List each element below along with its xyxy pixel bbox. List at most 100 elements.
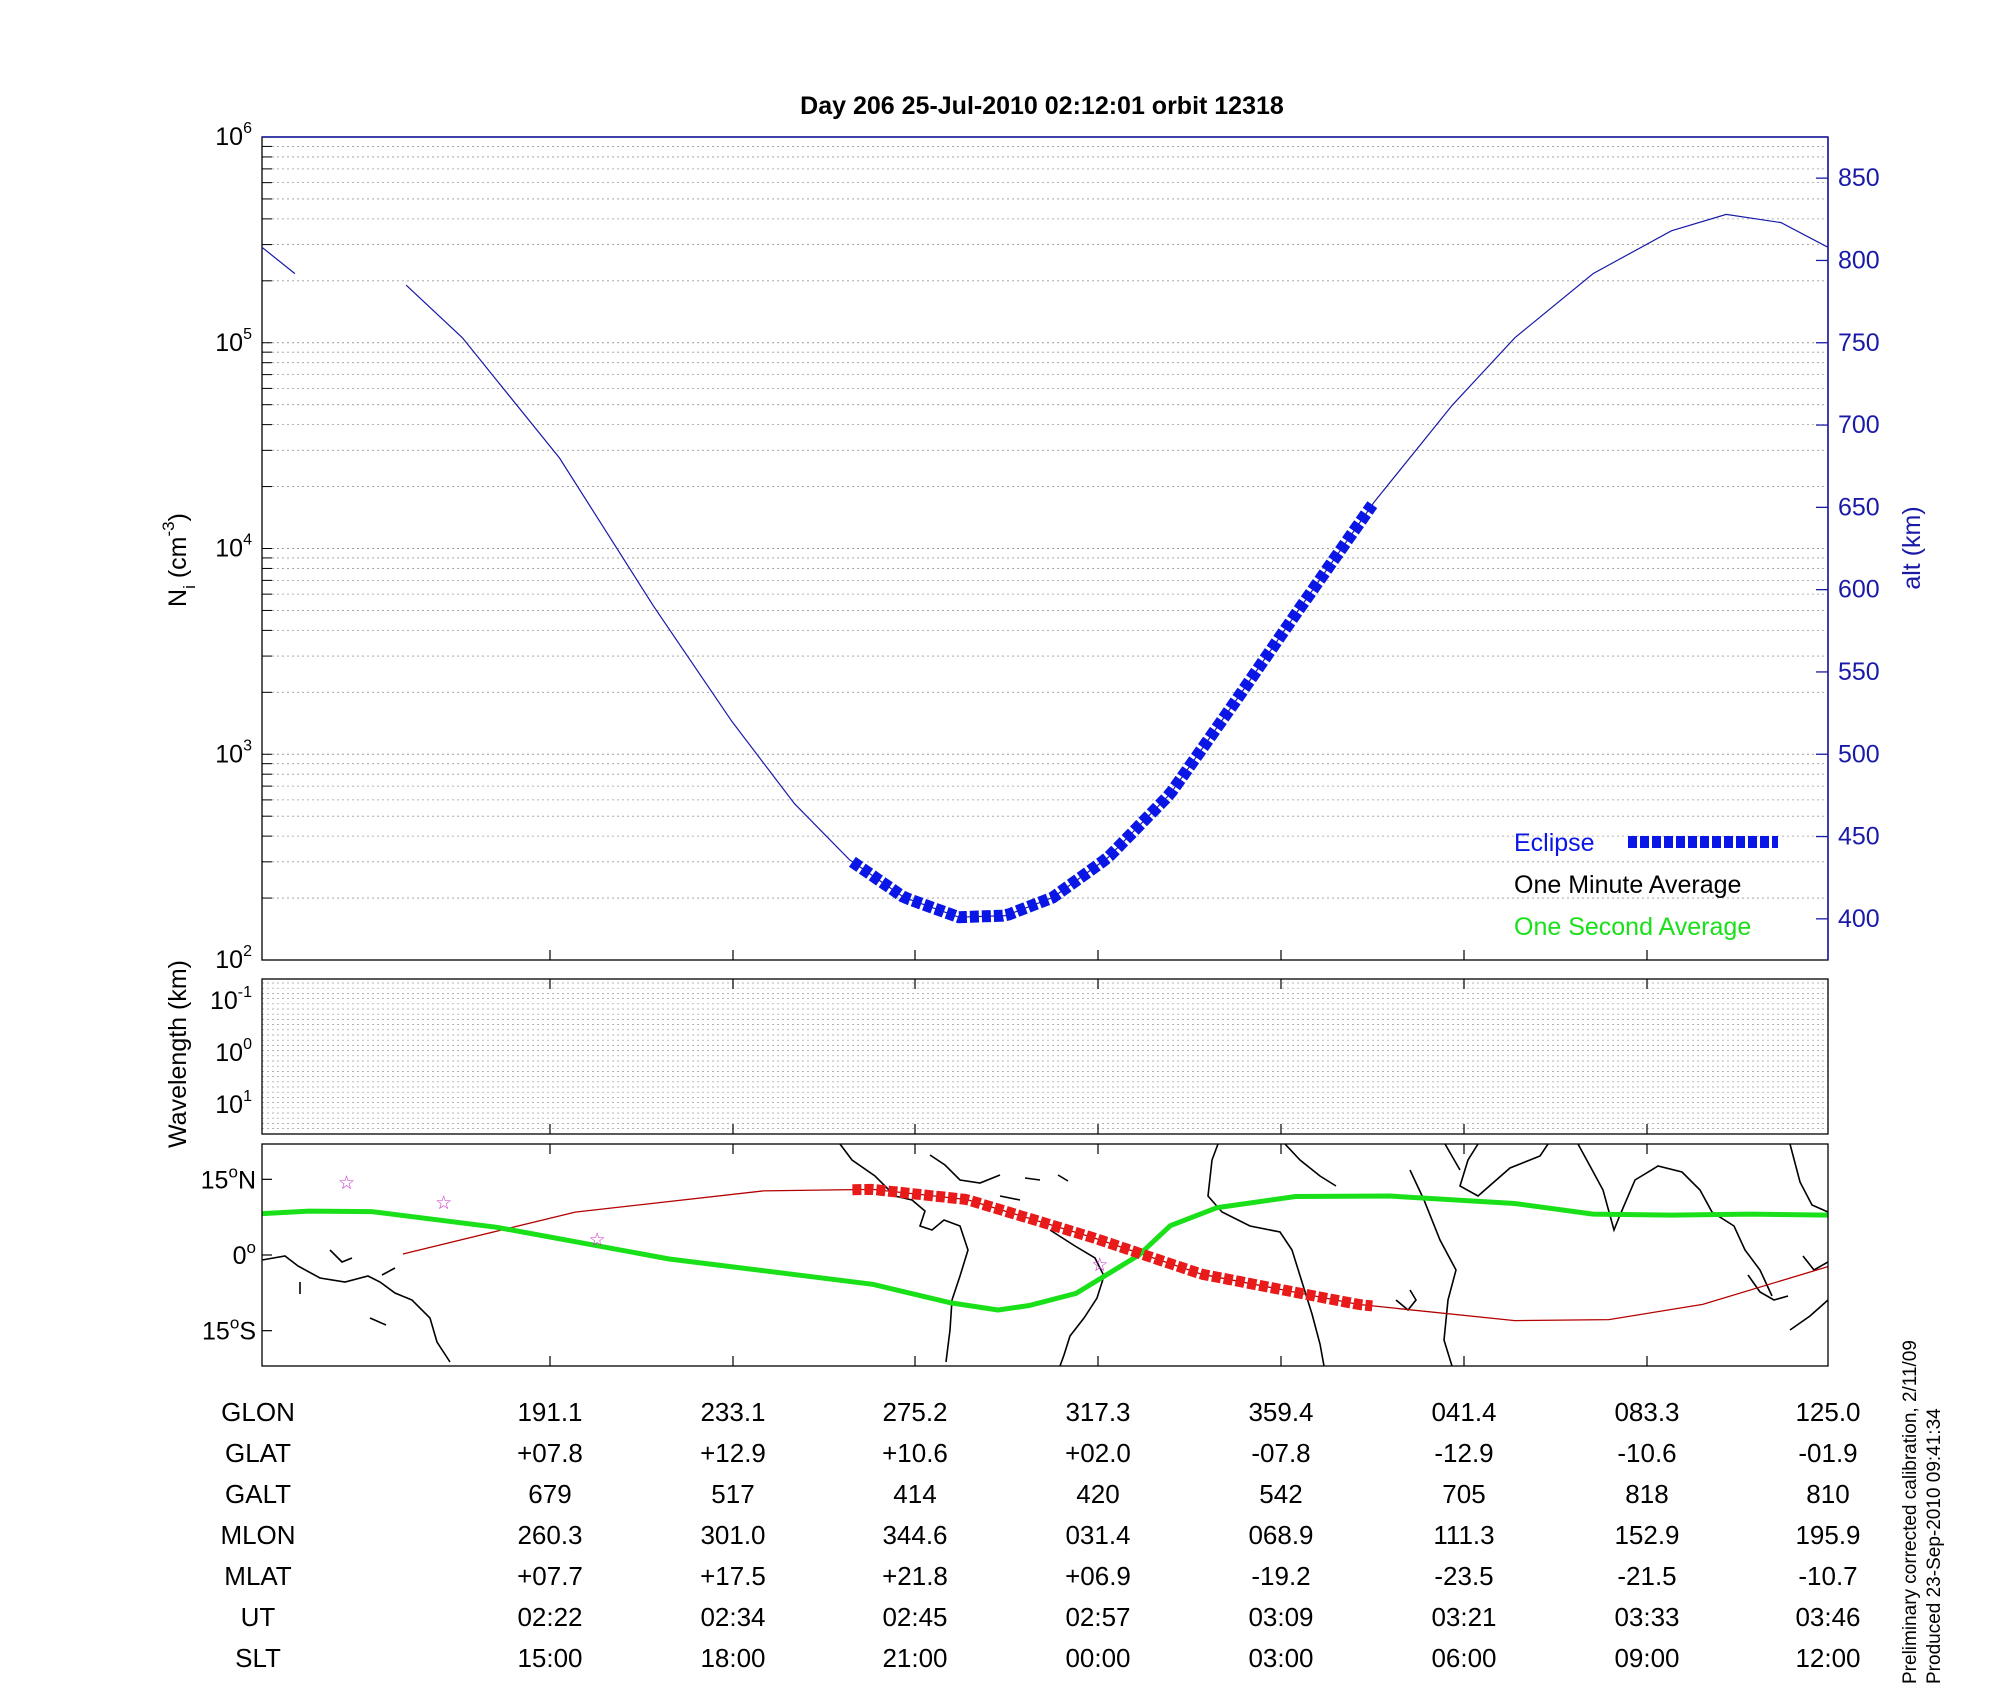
density-y-tick-label: 102 [215, 943, 252, 974]
table-cell: 02:45 [882, 1602, 947, 1632]
table-row-label: GLON [221, 1397, 295, 1427]
table-row-label: GLAT [225, 1438, 291, 1468]
table-cell: -07.8 [1251, 1438, 1310, 1468]
density-series [261, 213, 1829, 924]
table-cell: -23.5 [1434, 1561, 1493, 1591]
table-cell: 03:33 [1614, 1602, 1679, 1632]
table-cell: -21.5 [1617, 1561, 1676, 1591]
table-cell: 810 [1806, 1479, 1849, 1509]
table-cell: -10.7 [1798, 1561, 1857, 1591]
table-cell: +21.8 [882, 1561, 948, 1591]
altitude-tick-label: 450 [1838, 823, 1880, 851]
table-cell: 15:00 [517, 1643, 582, 1673]
table-cell: -01.9 [1798, 1438, 1857, 1468]
table-cell: 18:00 [700, 1643, 765, 1673]
map-panel-frame [261, 1143, 1829, 1367]
table-cell: +07.8 [517, 1438, 583, 1468]
footnote-calibration: Preliminary corrected calibration, 2/11/… [1900, 1340, 1921, 1684]
table-cell: 260.3 [517, 1520, 582, 1550]
map-latitude-labels: 15oN 0o 15oS [201, 1162, 256, 1345]
table-cell: 03:46 [1795, 1602, 1860, 1632]
table-row-label: GALT [225, 1479, 291, 1509]
table-cell: 152.9 [1614, 1520, 1679, 1550]
star-marker: ☆ [1091, 1255, 1108, 1276]
legend-eclipse-label: Eclipse [1514, 829, 1595, 857]
table-cell: 233.1 [700, 1397, 765, 1427]
density-panel: 102 103 104 105 106 400 450 500 550 600 650 700 750… [159, 120, 1926, 974]
map-series: ☆ ☆ ☆ ☆ [262, 1173, 1828, 1322]
table-cell: +12.9 [700, 1438, 766, 1468]
table-cell: 03:21 [1431, 1602, 1496, 1632]
table-cell: 031.4 [1065, 1520, 1130, 1550]
table-cell: -12.9 [1434, 1438, 1493, 1468]
wavelength-y-tick-label: 101 [215, 1088, 252, 1119]
table-row-label: SLT [235, 1643, 281, 1673]
altitude-line-segment [261, 246, 296, 275]
table-cell: 21:00 [882, 1643, 947, 1673]
density-y-tick-labels: 102 103 104 105 106 [215, 120, 252, 974]
table-row-label: MLAT [224, 1561, 292, 1591]
table-cell: 301.0 [700, 1520, 765, 1550]
wavelength-panel: 10-1 100 101 Wavelength (km) [164, 960, 1829, 1148]
table-cell: 818 [1625, 1479, 1668, 1509]
table-cell: 317.3 [1065, 1397, 1130, 1427]
table-cell: 542 [1259, 1479, 1302, 1509]
table-cell: 03:00 [1248, 1643, 1313, 1673]
star-marker: ☆ [435, 1193, 452, 1214]
legend-one-minute-label: One Minute Average [1514, 871, 1741, 899]
star-marker: ☆ [589, 1230, 606, 1251]
altitude-tick-label: 550 [1838, 658, 1880, 686]
coastline-asia [1577, 1144, 1828, 1331]
map-ticks [262, 1144, 1648, 1366]
density-y-tick-label: 104 [215, 532, 252, 563]
coastlines [262, 1144, 1828, 1366]
table-cell: 041.4 [1431, 1397, 1496, 1427]
density-y-tick-label: 103 [215, 737, 252, 768]
altitude-tick-label: 600 [1838, 576, 1880, 604]
one-second-average-track [262, 1193, 1828, 1313]
table-cell: +06.9 [1065, 1561, 1131, 1591]
map-latitude-label: 0o [233, 1238, 256, 1270]
chart-legend: Eclipse One Minute Average One Second Av… [1514, 829, 1778, 941]
wavelength-y-tick-label: 10-1 [210, 984, 252, 1015]
legend-one-second-label: One Second Average [1514, 913, 1751, 941]
altitude-tick-label: 650 [1838, 493, 1880, 521]
table-cell: 111.3 [1433, 1520, 1494, 1550]
table-cell: 195.9 [1795, 1520, 1860, 1550]
table-cell: 12:00 [1795, 1643, 1860, 1673]
table-cell: +02.0 [1065, 1438, 1131, 1468]
coastline-australasia [262, 1249, 451, 1363]
table-cell: +17.5 [700, 1561, 766, 1591]
altitude-tick-label: 400 [1838, 905, 1880, 933]
eclipse-segment [848, 501, 1378, 924]
altitude-axis-label: alt (km) [1898, 506, 1926, 589]
star-marker: ☆ [338, 1173, 355, 1194]
wavelength-y-tick-label: 100 [215, 1036, 252, 1067]
table-cell: 125.0 [1795, 1397, 1860, 1427]
table-cell: 02:22 [517, 1602, 582, 1632]
wavelength-gridlines [262, 979, 1828, 1135]
orbit-ground-track [402, 1188, 1828, 1322]
map-panel: ☆ ☆ ☆ ☆ 15oN 0o 15oS [201, 1143, 1829, 1367]
table-row-label: UT [241, 1602, 276, 1632]
density-y-axis-label: Ni (cm-3) [159, 513, 199, 607]
table-cell: 00:00 [1065, 1643, 1130, 1673]
table-cell: 02:34 [700, 1602, 765, 1632]
table-cell: +10.6 [882, 1438, 948, 1468]
table-cell: 705 [1442, 1479, 1485, 1509]
coastline-americas [839, 1144, 1105, 1366]
altitude-axis-ticks: 400 450 500 550 600 650 700 750 800 850 [1816, 164, 1880, 933]
altitude-tick-label: 500 [1838, 740, 1880, 768]
altitude-tick-label: 700 [1838, 411, 1880, 439]
table-cell: 275.2 [882, 1397, 947, 1427]
density-gridlines [262, 145, 1828, 961]
density-y-tick-label: 106 [215, 120, 252, 151]
table-cell: -10.6 [1617, 1438, 1676, 1468]
table-cell: 068.9 [1248, 1520, 1313, 1550]
altitude-tick-label: 750 [1838, 329, 1880, 357]
altitude-line [405, 213, 1829, 918]
wavelength-panel-frame [261, 978, 1829, 1135]
table-cell: 517 [711, 1479, 754, 1509]
map-latitude-label: 15oN [201, 1162, 256, 1194]
